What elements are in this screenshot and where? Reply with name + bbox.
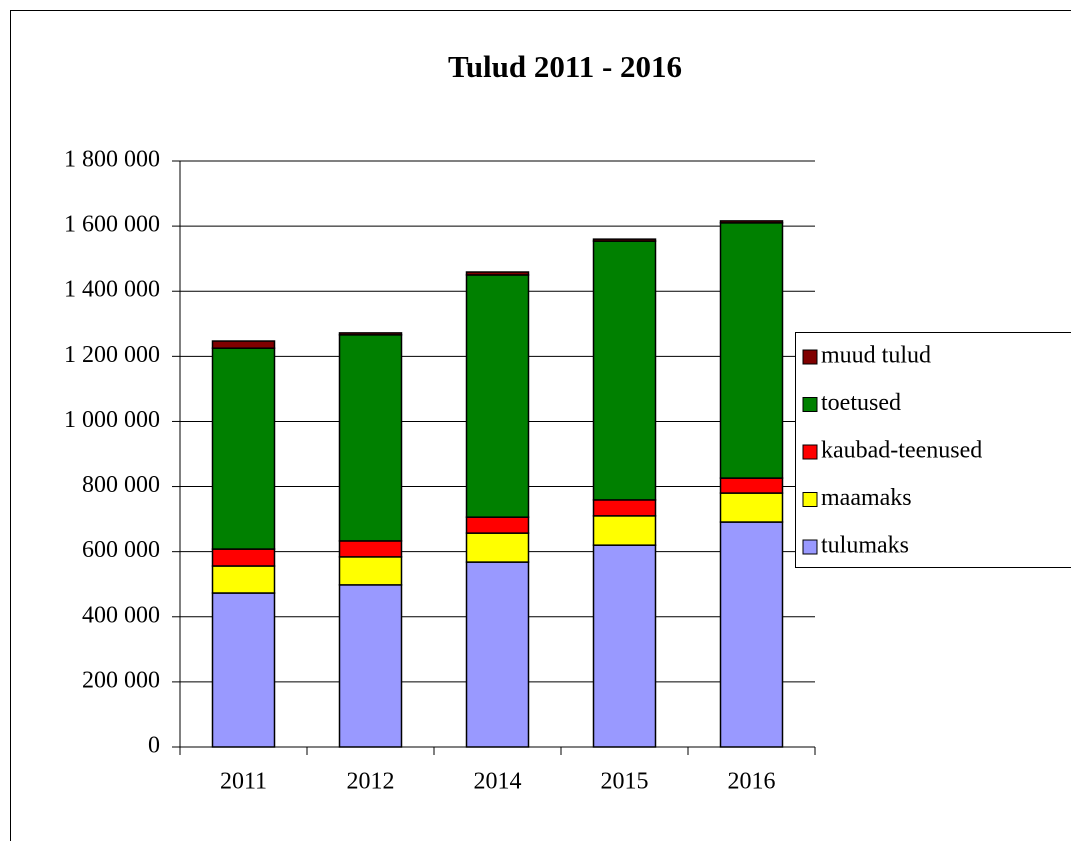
bar-segment — [465, 561, 530, 748]
bar-segment — [338, 584, 403, 748]
legend-label: muud tulud — [821, 343, 931, 369]
legend-swatch — [802, 444, 818, 460]
legend-label: maamaks — [821, 485, 912, 511]
legend-swatch — [802, 492, 818, 507]
bar-segment — [592, 544, 657, 748]
bar-segment — [338, 556, 403, 586]
bar-segment — [719, 492, 784, 523]
x-tick-label: 2016 — [728, 769, 776, 795]
bar-segment — [211, 548, 276, 567]
x-tick-label: 2015 — [601, 769, 649, 795]
y-tick-label: 1 800 000 — [64, 147, 160, 173]
bar-segment — [592, 238, 657, 242]
y-tick-label: 1 400 000 — [64, 277, 160, 303]
bar-segment — [592, 240, 657, 501]
chart-border — [10, 10, 1071, 841]
bar-segment — [719, 477, 784, 494]
bar-segment — [465, 271, 530, 276]
bar-segment — [465, 274, 530, 518]
y-tick-label: 600 000 — [82, 537, 160, 563]
y-tick-label: 1 200 000 — [64, 342, 160, 368]
legend-box — [795, 332, 1071, 568]
y-tick-label: 800 000 — [82, 472, 160, 498]
legend-label: toetused — [821, 390, 901, 416]
bar-segment — [719, 220, 784, 224]
x-tick-label: 2012 — [347, 769, 395, 795]
bar-segment — [592, 499, 657, 517]
bar-segment — [211, 340, 276, 349]
y-tick-label: 1 600 000 — [64, 212, 160, 238]
bar-segment — [338, 540, 403, 558]
y-tick-label: 1 000 000 — [64, 407, 160, 433]
bar-segment — [719, 521, 784, 748]
x-tick-label: 2014 — [474, 769, 522, 795]
bar-segment — [338, 334, 403, 542]
bar-segment — [211, 347, 276, 550]
y-tick-label: 0 — [148, 733, 160, 759]
legend-label: tulumaks — [821, 533, 909, 559]
legend-swatch — [802, 349, 818, 365]
bar-segment — [465, 516, 530, 534]
bar-segment — [592, 515, 657, 546]
legend-swatch — [802, 539, 818, 555]
legend-label: kaubad-teenused — [821, 438, 982, 464]
legend-swatch — [802, 397, 818, 412]
bar-segment — [465, 532, 530, 563]
x-tick-label: 2011 — [220, 769, 267, 795]
chart-title: Tulud 2011 - 2016 — [448, 49, 682, 84]
bar-segment — [211, 592, 276, 748]
bar-segment — [719, 222, 784, 479]
bar-segment — [211, 565, 276, 594]
y-tick-label: 200 000 — [82, 667, 160, 693]
bar-segment — [338, 332, 403, 336]
y-tick-label: 400 000 — [82, 602, 160, 628]
